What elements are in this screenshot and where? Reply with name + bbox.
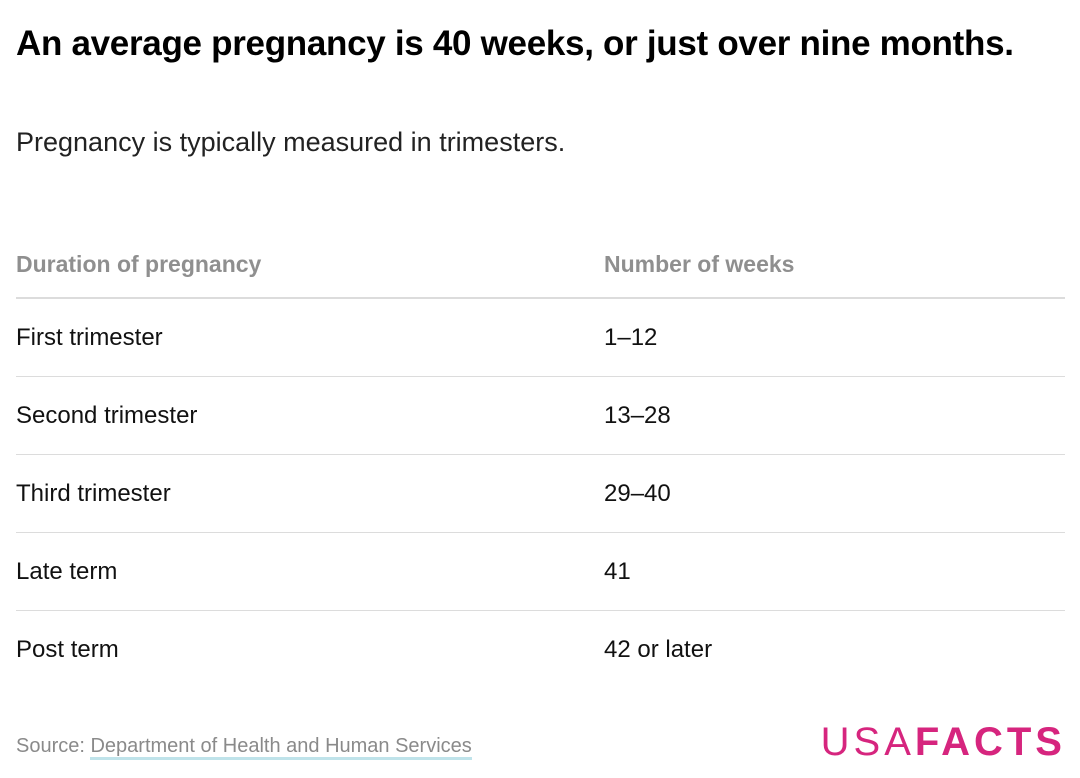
duration-cell: Second trimester [16,401,198,429]
duration-cell: Post term [16,635,119,663]
source-link[interactable]: Department of Health and Human Services [90,735,472,760]
duration-cell: Late term [16,557,118,585]
duration-cell: Third trimester [16,479,171,507]
table-header-row: Duration of pregnancy Number of weeks [16,232,1065,299]
weeks-cell: 1–12 [604,323,658,351]
table-row: Second trimester 13–28 [16,377,1065,455]
source-note: Source: Department of Health and Human S… [16,732,472,760]
chart-subtitle: Pregnancy is typically measured in trime… [16,127,566,157]
weeks-cell: 29–40 [604,479,671,507]
table-row: Post term 42 or later [16,611,1065,688]
pregnancy-table: Duration of pregnancy Number of weeks Fi… [16,232,1065,688]
weeks-cell: 42 or later [604,635,713,663]
logo-usa-text: USA [820,720,915,764]
source-prefix: Source: [16,735,91,757]
weeks-cell: 41 [604,557,631,585]
table-row: Late term 41 [16,533,1065,611]
table-row: Third trimester 29–40 [16,455,1065,533]
chart-title: An average pregnancy is 40 weeks, or jus… [16,24,1014,63]
weeks-cell: 13–28 [604,401,671,429]
table-row: First trimester 1–12 [16,299,1065,377]
usafacts-logo: USAFACTS [821,720,1066,764]
column-header-duration: Duration of pregnancy [16,251,262,277]
duration-cell: First trimester [16,323,163,351]
column-header-weeks: Number of weeks [604,251,795,277]
logo-facts-text: FACTS [914,720,1066,764]
